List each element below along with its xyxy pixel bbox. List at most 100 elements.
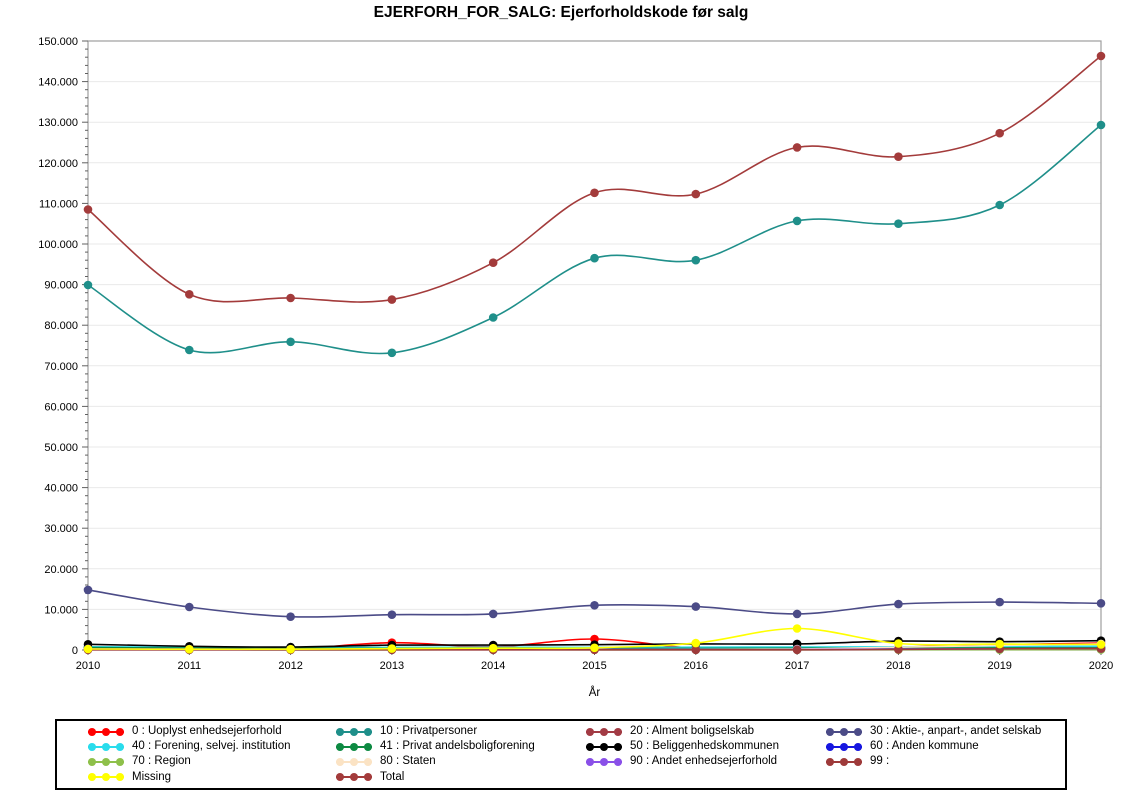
x-tick-label: 2015 xyxy=(582,660,606,672)
line-chart-plot: 0 10.000 20.000 30.000 40.000 50.000 60.000 70.… xyxy=(38,36,1113,672)
data-point xyxy=(995,597,1004,607)
x-axis: 2010 2011 2012 2013 2014 2015 2016 2017 2018 2019… xyxy=(76,650,1113,672)
legend-series-marker-icon xyxy=(826,742,862,751)
series-total xyxy=(83,51,1106,304)
legend-series-marker-icon xyxy=(88,773,124,782)
chart-title: EJERFORH_FOR_SALG: Ejerforholdskode før … xyxy=(373,4,749,21)
data-point xyxy=(387,348,397,358)
y-tick-label: 130.000 xyxy=(38,117,78,129)
data-point xyxy=(387,610,397,619)
legend-item: 41 : Privat andelsboligforening xyxy=(335,741,585,753)
y-tick-label: 90.000 xyxy=(44,280,78,292)
legend-item-label: 30 : Aktie-, anpart-, andet selskab xyxy=(870,724,1042,737)
data-point xyxy=(894,645,903,654)
y-tick-label: 30.000 xyxy=(44,523,78,535)
y-tick-label: 60.000 xyxy=(44,401,78,413)
y-tick-label: 110.000 xyxy=(39,198,78,210)
data-point xyxy=(590,188,599,198)
data-point xyxy=(185,290,194,299)
data-point xyxy=(691,255,701,265)
x-tick-label: 2013 xyxy=(380,660,404,672)
data-point xyxy=(590,643,599,653)
data-point xyxy=(488,313,498,322)
y-tick-label: 20.000 xyxy=(44,564,78,576)
y-tick-label: 120.000 xyxy=(38,158,78,170)
legend-item: 20 : Alment boligselskab xyxy=(585,724,825,738)
plot-frame xyxy=(87,40,1102,651)
legend-item-label: Total xyxy=(380,770,405,783)
x-tick-label: 2019 xyxy=(987,660,1011,672)
data-point xyxy=(185,345,194,355)
data-point xyxy=(995,128,1004,138)
legend-series-marker-icon xyxy=(336,773,372,782)
data-point xyxy=(286,293,295,303)
legend-series-marker-icon xyxy=(336,742,372,751)
data-point xyxy=(286,612,295,621)
data-point xyxy=(894,219,903,228)
data-point xyxy=(488,609,498,619)
data-point xyxy=(894,599,903,609)
data-point xyxy=(83,205,93,214)
x-tick-label: 2017 xyxy=(785,660,809,672)
legend-item-label: 0 : Uoplyst enhedsejerforhold xyxy=(132,724,282,737)
y-tick-label: 70.000 xyxy=(44,361,78,373)
legend-series-marker-icon xyxy=(586,758,622,767)
data-point xyxy=(590,601,599,610)
data-point xyxy=(185,644,194,654)
data-point xyxy=(488,643,498,653)
legend-item-label: 90 : Andet enhedsejerforhold xyxy=(630,755,778,768)
x-tick-label: 2010 xyxy=(76,660,100,672)
x-tick-label: 2016 xyxy=(684,660,708,672)
y-tick-label: 140.000 xyxy=(38,77,78,89)
legend-item: 40 : Forening, selvej. institution xyxy=(87,741,335,753)
data-point xyxy=(995,200,1004,210)
legend-item-label: Missing xyxy=(132,770,171,783)
data-point xyxy=(995,639,1004,649)
series-30-aktie-anpart-andet-selskab xyxy=(83,585,1106,621)
data-point xyxy=(894,152,903,161)
x-tick-label: 2018 xyxy=(886,660,910,672)
data-point xyxy=(691,189,701,199)
x-tick-label: 2020 xyxy=(1089,660,1113,672)
gridlines xyxy=(88,40,1101,610)
legend-item: Total xyxy=(335,770,585,784)
series-line xyxy=(87,124,1102,355)
legend-item-label: 80 : Staten xyxy=(380,755,436,768)
data-point xyxy=(286,644,295,654)
series-line xyxy=(87,55,1102,303)
y-tick-label: 10.000 xyxy=(44,604,78,616)
legend-series-marker-icon xyxy=(586,742,622,751)
legend-series-marker-icon xyxy=(88,742,124,751)
data-point xyxy=(488,258,498,268)
x-axis-title: År xyxy=(588,687,601,699)
legend-item: Missing xyxy=(87,770,335,784)
data-point xyxy=(286,337,295,347)
data-point xyxy=(387,295,397,304)
legend-item-label: 10 : Privatpersoner xyxy=(380,724,478,737)
data-point xyxy=(894,639,903,648)
legend-item: 90 : Andet enhedsejerforhold xyxy=(585,756,825,768)
series-missing xyxy=(83,624,1106,654)
legend-item-label: 40 : Forening, selvej. institution xyxy=(132,740,291,753)
legend-item-label: 50 : Beliggenhedskommunen xyxy=(630,740,779,753)
x-tick-label: 2011 xyxy=(177,660,201,672)
data-point xyxy=(691,638,701,648)
legend-item: 60 : Anden kommune xyxy=(825,741,1065,753)
data-point xyxy=(1096,640,1106,649)
y-axis: 0 10.000 20.000 30.000 40.000 50.000 60.000 70.… xyxy=(38,36,88,657)
data-point xyxy=(1096,120,1106,130)
legend-item-label: 20 : Alment boligselskab xyxy=(630,724,755,737)
data-point xyxy=(83,644,93,654)
x-tick-label: 2012 xyxy=(278,660,302,672)
y-tick-label: 40.000 xyxy=(44,483,78,495)
data-point xyxy=(387,644,397,653)
legend-series-marker-icon xyxy=(336,758,372,767)
data-point xyxy=(691,602,701,611)
legend-item-label: 60 : Anden kommune xyxy=(870,740,979,753)
data-point xyxy=(691,645,701,655)
chart-legend: 0 : Uoplyst enhedsejerforhold 10 : Privat… xyxy=(55,719,1067,790)
legend-item: 99 : xyxy=(825,756,1065,768)
y-tick-label: 50.000 xyxy=(44,442,78,454)
legend-item: 80 : Staten xyxy=(335,756,585,768)
